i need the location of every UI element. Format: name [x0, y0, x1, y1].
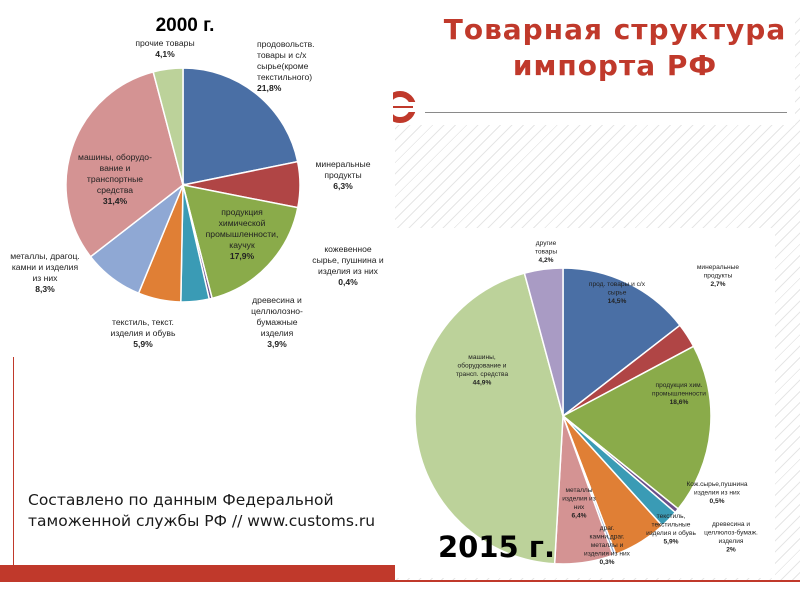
slice-label: минеральные продукты 2,7%: [697, 264, 740, 288]
slice-label: минеральные продукты 6,3%: [316, 159, 371, 191]
left-accent-line: [13, 357, 14, 565]
chart-title-2015: 2015 г.: [438, 530, 555, 564]
pie-slice: [152, 67, 184, 186]
slice-label: кожевенное сырье, пушнина и изделия из них…: [312, 244, 384, 287]
slice-label: прочие товары 4,1%: [135, 38, 194, 59]
pie-slice: [65, 70, 184, 258]
slice-label: другие товары 4,2%: [535, 240, 557, 264]
title-divider: [425, 112, 787, 113]
slice-label: древесина и целлюлозно-бумажные изделия 3,9…: [251, 295, 303, 349]
chart-title-2000: 2000 г.: [156, 15, 215, 36]
slice-label: металлы изделия из них 6,4%: [562, 487, 596, 520]
pie-slice: [523, 267, 564, 417]
slice-label: Кож.сырье,пушнина изделия из них 0,5%: [686, 481, 747, 505]
slice-label: текстиль, текстильные изделия и обувь 5,9%: [646, 513, 696, 546]
slice-label: продовольств. товары и с/х сырье(кроме текс…: [257, 39, 315, 93]
pie-slice: [562, 267, 681, 418]
chart-panel-2015: прод. товары и с/х сырье 14,5% минеральные п…: [395, 228, 775, 578]
chart-panel-2000: 2000 г. продовольств. товары и с/х сырье(кр…: [5, 5, 393, 357]
slice-label: драг. камни,драг. металлы и изделия из них 0…: [584, 525, 631, 566]
pie-slice: [182, 67, 299, 186]
pie-chart-2000: 2000 г. продовольств. товары и с/х сырье(кр…: [10, 15, 384, 349]
slice-label: машины, оборудование и трансп. средства 44,…: [456, 354, 509, 387]
left-panel: [16, 357, 395, 565]
slice-label: продукция хим. промышленности 18,6%: [652, 382, 706, 406]
slice-label: металлы, драгоц. камни и изделия из них 8,3…: [10, 251, 80, 294]
title-background: [395, 15, 795, 125]
slide-title: Товарная структура импорта РФ: [443, 13, 787, 82]
pie-slice: [414, 272, 564, 565]
slice-label: прод. товары и с/х сырье 14,5%: [589, 281, 646, 305]
slice-label: текстиль, текст. изделия и обувь 5,9%: [111, 317, 176, 349]
pie-slice: [181, 184, 299, 300]
pie-slice: [561, 345, 712, 510]
pie-chart-2015: прод. товары и с/х сырье 14,5% минеральные п…: [414, 240, 758, 566]
slice-label: продукция химической промышленности, каучук…: [206, 207, 279, 261]
slice-label: машины, оборудо-вание и транспортные средс…: [78, 152, 152, 206]
source-note: Составлено по данным Федеральной таможен…: [28, 491, 376, 530]
slice-label: древесина и целлюлоз-бумаж. изделия 2%: [704, 521, 758, 554]
